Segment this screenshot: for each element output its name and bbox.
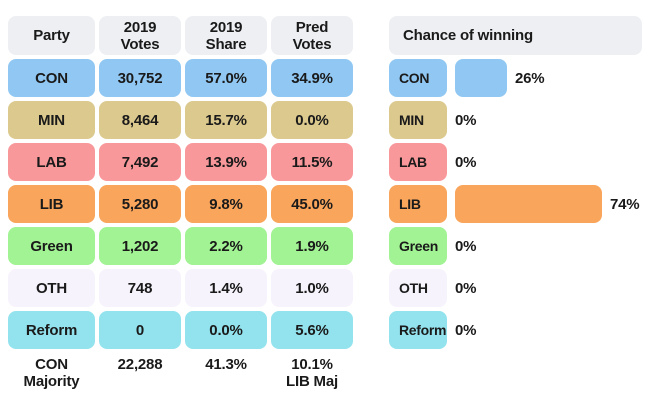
chance-of-winning-panel: Chance of winning CON 26% MIN 0% LAB 0% LIB 74%… — [389, 16, 652, 349]
share-2019-cell: 0.0% — [185, 311, 267, 349]
party-cell: OTH — [8, 269, 95, 307]
votes-2019-cell: 5,280 — [99, 185, 181, 223]
chance-row: CON 26% — [389, 59, 652, 97]
share-2019-cell: 15.7% — [185, 101, 267, 139]
votes-2019-cell: 7,492 — [99, 143, 181, 181]
footer-line: 41.3% — [205, 356, 247, 373]
chance-value: 26% — [515, 69, 545, 87]
party-cell: LAB — [8, 143, 95, 181]
party-cell: Reform — [389, 311, 447, 349]
chance-panel-title-text: Chance of winning — [403, 27, 533, 44]
col-header-line: Votes — [120, 35, 160, 53]
chance-value: 0% — [455, 237, 477, 255]
col-header-line: Pred — [295, 18, 329, 36]
chance-bar — [455, 59, 507, 97]
col-header-line: 2019 — [209, 18, 243, 36]
chance-row: Reform 0% — [389, 311, 652, 349]
chance-row: LAB 0% — [389, 143, 652, 181]
col-header-party: Party — [8, 16, 95, 55]
party-cell: OTH — [389, 269, 447, 307]
footer-line: 22,288 — [117, 356, 163, 373]
results-table-header: Party 2019 Votes 2019 Share Pred Votes — [8, 16, 353, 55]
share-2019-cell: 57.0% — [185, 59, 267, 97]
share-2019-cell: 2.2% — [185, 227, 267, 265]
chance-row: OTH 0% — [389, 269, 652, 307]
results-table-footer: CON Majority 22,288 41.3% 10.1% LIB Maj — [8, 356, 353, 390]
pred-votes-cell: 0.0% — [271, 101, 353, 139]
footer-line: CON — [35, 356, 68, 373]
party-cell: MIN — [8, 101, 95, 139]
col-header-pred-votes: Pred Votes — [271, 16, 353, 55]
party-cell: MIN — [389, 101, 447, 139]
results-table: Party 2019 Votes 2019 Share Pred Votes C… — [8, 16, 353, 390]
pred-votes-cell: 5.6% — [271, 311, 353, 349]
footer-line: Majority — [23, 373, 80, 390]
party-cell: CON — [8, 59, 95, 97]
chance-bar — [455, 185, 602, 223]
chance-value: 0% — [455, 111, 477, 129]
footer-majority-votes: 22,288 — [99, 356, 181, 390]
col-header-line: Votes — [292, 35, 332, 53]
party-cell: LIB — [8, 185, 95, 223]
party-cell: Green — [389, 227, 447, 265]
chance-rows: CON 26% MIN 0% LAB 0% LIB 74% Green 0% OTH 0% Reform… — [389, 59, 652, 349]
party-cell: CON — [389, 59, 447, 97]
col-header-2019-votes: 2019 Votes — [99, 16, 181, 55]
footer-pred-majority: 10.1% LIB Maj — [271, 356, 353, 390]
chance-value: 74% — [610, 195, 640, 213]
party-cell: LIB — [389, 185, 447, 223]
votes-2019-cell: 30,752 — [99, 59, 181, 97]
footer-majority-label: CON Majority — [8, 356, 95, 390]
votes-2019-cell: 1,202 — [99, 227, 181, 265]
chance-row: MIN 0% — [389, 101, 652, 139]
footer-majority-share: 41.3% — [185, 356, 267, 390]
chance-row: Green 0% — [389, 227, 652, 265]
pred-votes-cell: 1.0% — [271, 269, 353, 307]
results-table-body: CON 30,752 57.0% 34.9% MIN 8,464 15.7% 0.0% LAB 7… — [8, 59, 353, 349]
votes-2019-cell: 0 — [99, 311, 181, 349]
chance-panel-title: Chance of winning — [389, 16, 642, 55]
col-header-line: Party — [33, 27, 70, 44]
pred-votes-cell: 1.9% — [271, 227, 353, 265]
share-2019-cell: 13.9% — [185, 143, 267, 181]
col-header-2019-share: 2019 Share — [185, 16, 267, 55]
pred-votes-cell: 45.0% — [271, 185, 353, 223]
chance-value: 0% — [455, 153, 477, 171]
chance-row: LIB 74% — [389, 185, 652, 223]
votes-2019-cell: 8,464 — [99, 101, 181, 139]
votes-2019-cell: 748 — [99, 269, 181, 307]
chance-value: 0% — [455, 321, 477, 339]
pred-votes-cell: 34.9% — [271, 59, 353, 97]
share-2019-cell: 1.4% — [185, 269, 267, 307]
party-cell: Green — [8, 227, 95, 265]
col-header-line: 2019 — [123, 18, 157, 36]
col-header-line: Share — [205, 35, 247, 53]
party-cell: LAB — [389, 143, 447, 181]
footer-line: LIB Maj — [286, 373, 338, 390]
pred-votes-cell: 11.5% — [271, 143, 353, 181]
chance-value: 0% — [455, 279, 477, 297]
party-cell: Reform — [8, 311, 95, 349]
footer-line: 10.1% — [291, 356, 333, 373]
share-2019-cell: 9.8% — [185, 185, 267, 223]
